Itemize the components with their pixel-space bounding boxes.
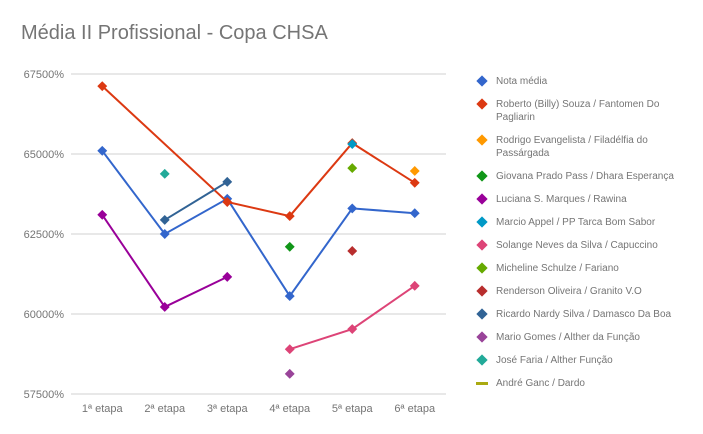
data-point (347, 163, 358, 174)
x-tick-label: 1ª etapa (82, 403, 124, 415)
series-line (101, 214, 228, 309)
data-point (409, 166, 420, 176)
series-line (289, 285, 416, 351)
y-tick-label: 60000% (24, 309, 65, 321)
x-tick-label: 4ª etapa (269, 403, 311, 415)
legend-label: André Ganc / Dardo (496, 378, 585, 389)
data-point (284, 211, 295, 222)
x-tick-label: 6ª etapa (394, 403, 436, 415)
data-point (284, 241, 295, 252)
legend-label: Micheline Schulze / Fariano (496, 263, 619, 274)
data-point (347, 246, 358, 256)
x-tick-label: 5ª etapa (332, 403, 374, 415)
series-line (101, 85, 416, 218)
data-point (284, 344, 295, 355)
legend-label: Roberto (Billy) Souza / Fantomen Do Pagl… (496, 99, 660, 123)
legend-label: Mario Gomes / Alther da Função (496, 332, 640, 343)
data-point (97, 81, 108, 92)
legend-label: Nota média (496, 76, 548, 87)
data-point (159, 229, 170, 239)
data-point (97, 209, 108, 220)
y-tick-label: 65000% (24, 149, 65, 161)
chart-title: Média II Profissional - Copa CHSA (21, 22, 328, 44)
legend-label: Luciana S. Marques / Rawina (496, 194, 627, 205)
legend-label: José Faria / Alther Função (496, 355, 613, 366)
x-tick-label: 2ª etapa (144, 403, 186, 415)
data-point (409, 177, 420, 188)
series-line (101, 150, 415, 298)
x-tick-label: 3ª etapa (207, 403, 249, 415)
data-point (159, 214, 170, 225)
y-tick-label: 62500% (24, 229, 65, 241)
data-point (347, 139, 358, 150)
y-tick-label: 57500% (24, 389, 65, 401)
data-point (222, 271, 233, 282)
data-point (284, 368, 295, 379)
legend-label: Renderson Oliveira / Granito V.O (496, 286, 642, 297)
data-point (347, 203, 358, 214)
data-point (159, 302, 170, 312)
legend-label: Solange Neves da Silva / Capuccino (496, 240, 658, 251)
legend-label: Rodrigo Evangelista / Filadélfia do Pass… (496, 135, 648, 159)
data-point (222, 197, 233, 207)
data-point (347, 324, 358, 334)
data-point (409, 280, 420, 291)
y-tick-label: 67500% (24, 69, 65, 81)
data-point (159, 168, 170, 179)
data-point (97, 145, 108, 156)
data-point (409, 208, 420, 219)
legend-label: Giovana Prado Pass / Dhara Esperança (496, 171, 674, 182)
legend-label: Marcio Appel / PP Tarca Bom Sabor (496, 217, 656, 228)
legend-swatch (476, 382, 488, 385)
data-point (222, 176, 233, 187)
series-line (164, 180, 228, 221)
legend-label: Ricardo Nardy Silva / Damasco Da Boa (496, 309, 672, 320)
data-point (284, 291, 295, 302)
